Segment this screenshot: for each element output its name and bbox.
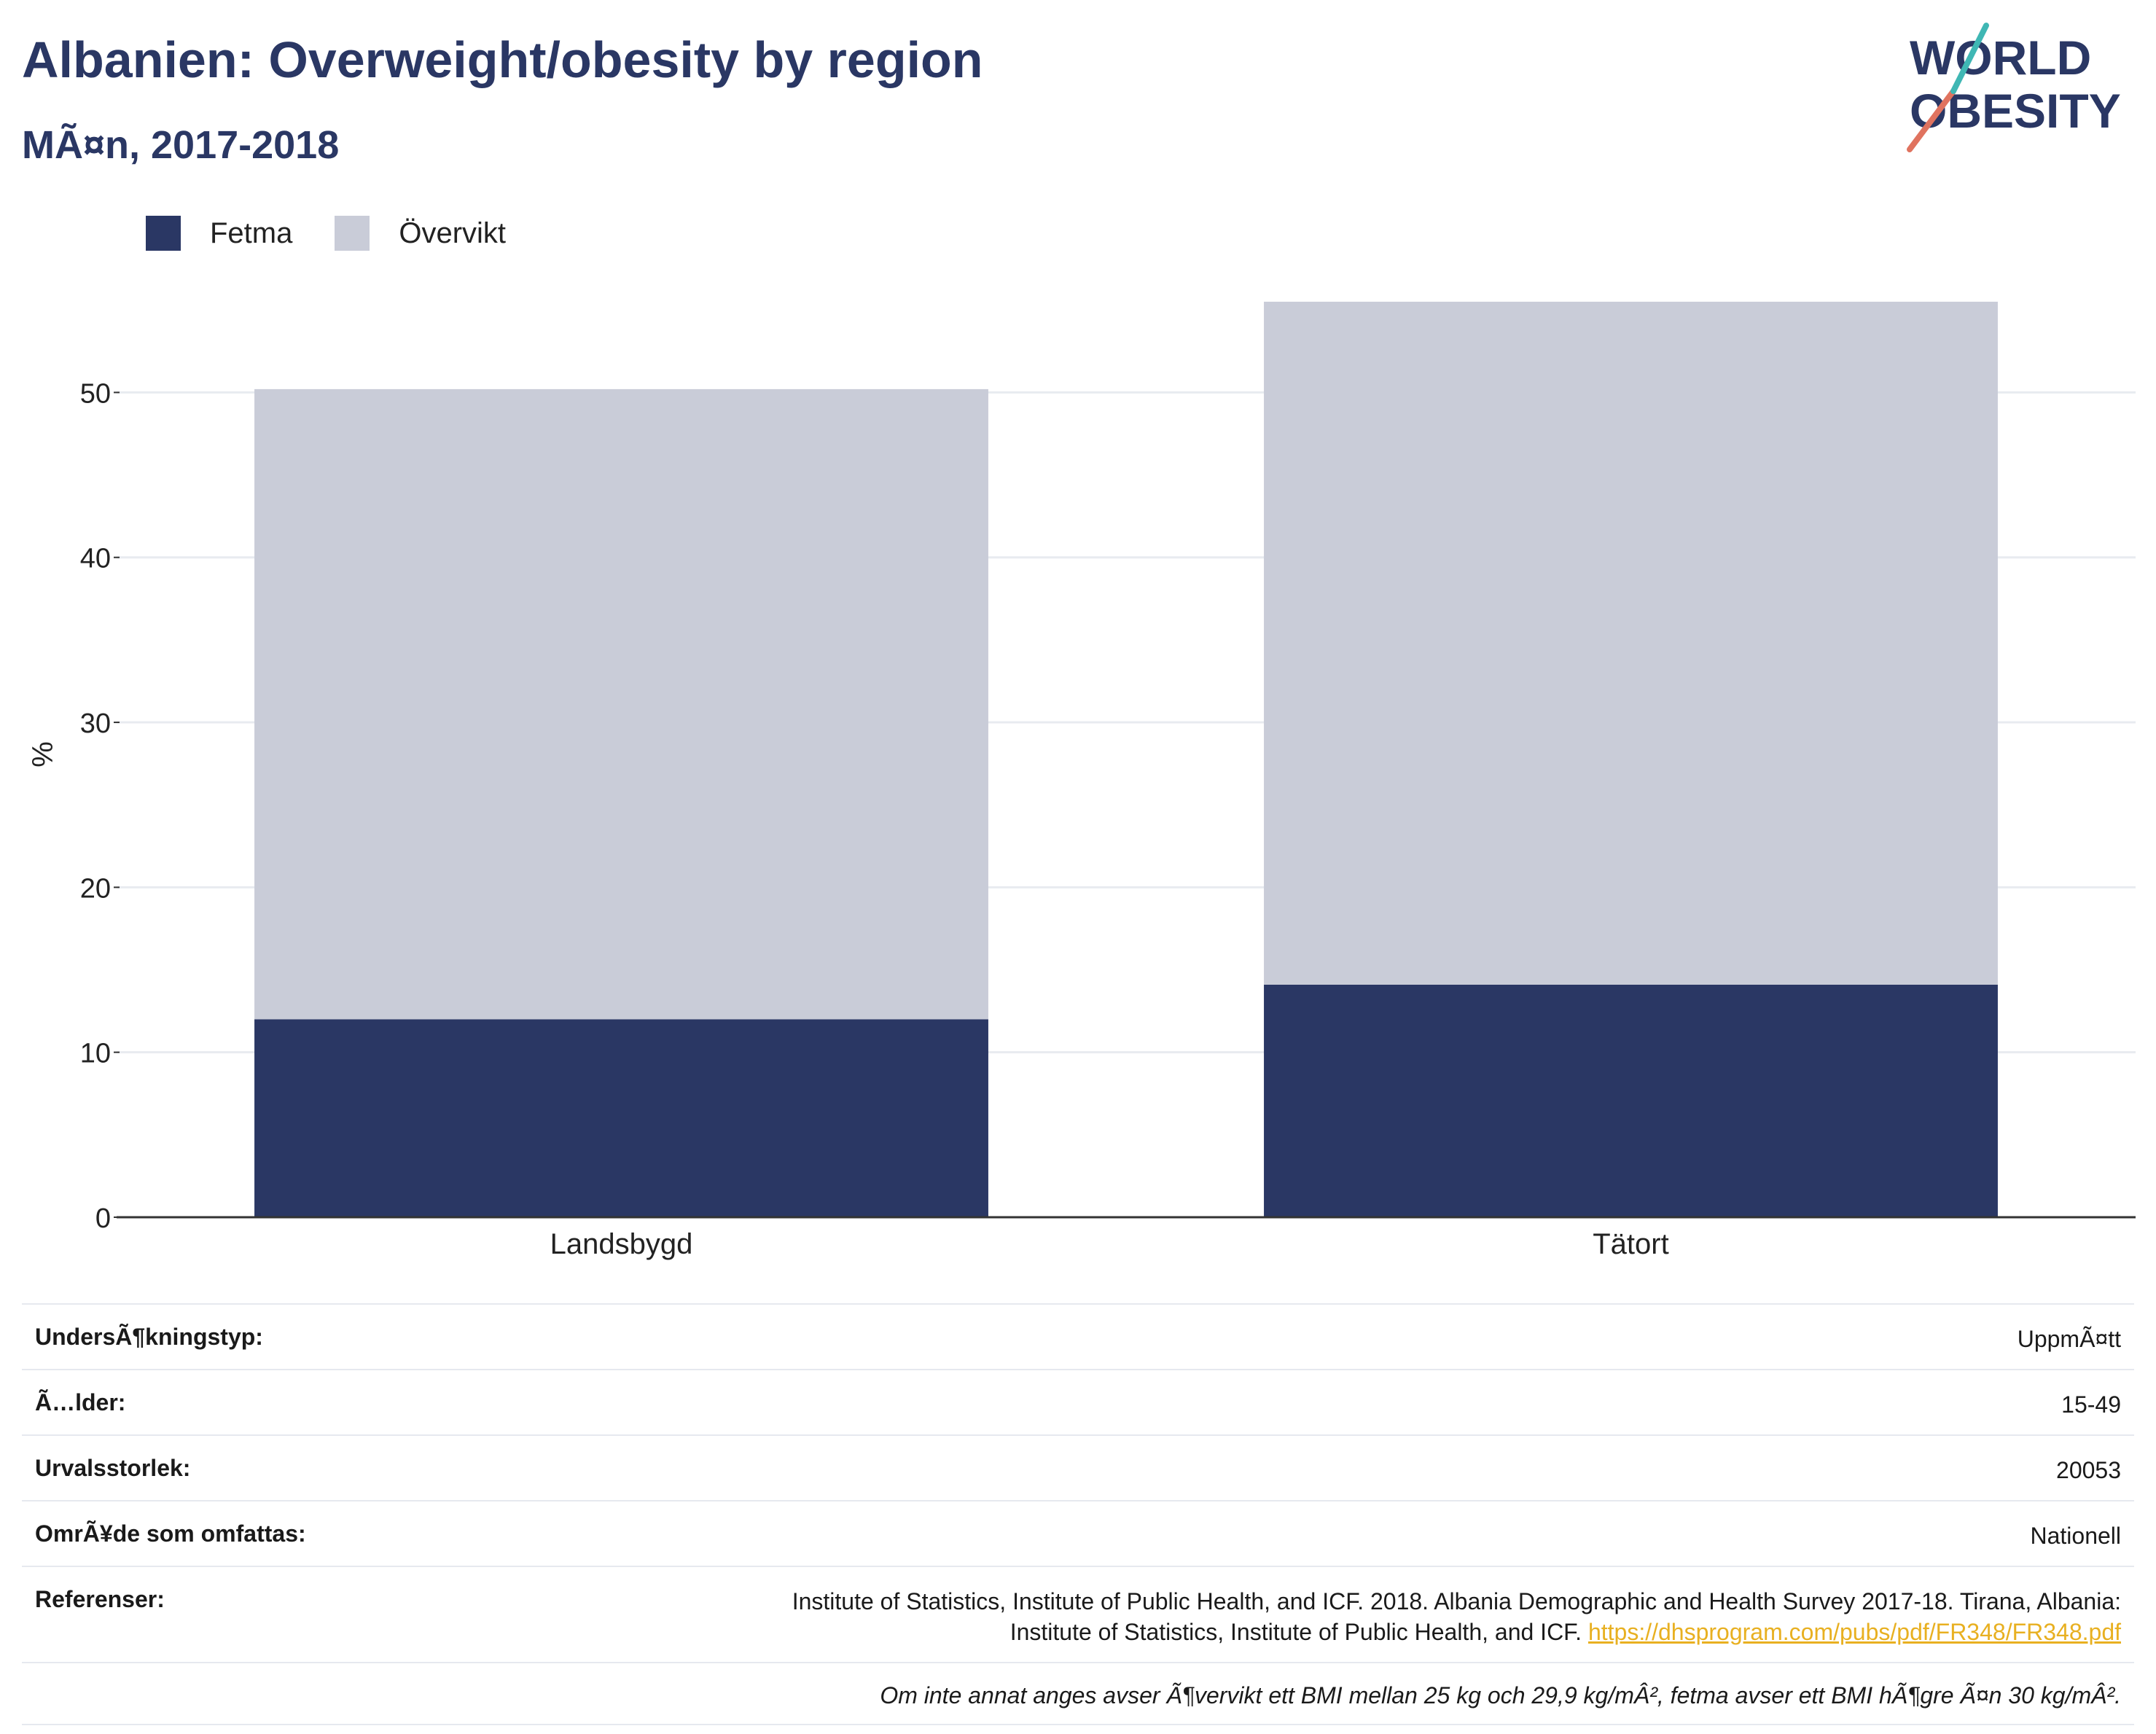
chart-title: Albanien: Overweight/obesity by region — [22, 31, 983, 88]
info-value: UppmÃ¤tt — [2017, 1326, 2121, 1352]
info-label: UndersÃ¶kningstyp: — [35, 1324, 263, 1350]
info-row-area: OmrÃ¥de som omfattas: Nationell — [22, 1500, 2134, 1566]
info-label: Urvalsstorlek: — [35, 1455, 191, 1481]
y-tick-label: 0 — [95, 1203, 111, 1234]
info-row-survey-type: UndersÃ¶kningstyp: UppmÃ¤tt — [22, 1303, 2134, 1369]
info-value: Nationell — [2030, 1523, 2121, 1549]
info-row-note: Om inte annat anges avser Ã¶vervikt ett … — [22, 1662, 2134, 1725]
bar-overvikt — [254, 388, 988, 1020]
x-tick-label: Landsbygd — [550, 1228, 693, 1260]
y-tick-label: 50 — [80, 378, 111, 409]
y-tick-label: 30 — [80, 708, 111, 739]
legend-label-overvikt: Övervikt — [399, 216, 507, 249]
world-obesity-logo: WORLD OBESITY — [1907, 23, 2121, 152]
stacked-bar-chart: 0 10 20 30 40 50% Landsbygd Tätort — [27, 301, 2136, 1260]
legend-item-fetma[interactable]: Fetma — [146, 216, 292, 251]
y-tick-label: 20 — [80, 873, 111, 904]
references-text: Institute of Statistics, Institute of Pu… — [792, 1586, 2121, 1647]
info-row-age: Ã…lder: 15-49 — [22, 1369, 2134, 1434]
logo-line1: WORLD — [1910, 31, 2091, 85]
references-link[interactable]: https://dhsprogram.com/pubs/pdf/FR348/FR… — [1587, 1619, 2121, 1645]
y-tick-label: 40 — [80, 544, 111, 574]
info-row-references: Referenser: Institute of Statistics, Ins… — [22, 1566, 2134, 1662]
references-line2: Institute of Statistics, Institute of Pu… — [1009, 1619, 1588, 1645]
info-row-sample-size: Urvalsstorlek: 20053 — [22, 1434, 2134, 1500]
info-table: UndersÃ¶kningstyp: UppmÃ¤tt Ã…lder: 15-4… — [22, 1303, 2134, 1725]
definition-note: Om inte annat anges avser Ã¶vervikt ett … — [880, 1682, 2121, 1708]
chart-legend: Fetma Övervikt — [146, 216, 548, 251]
legend-item-overvikt[interactable]: Övervikt — [335, 216, 506, 251]
info-label: Referenser: — [35, 1586, 165, 1612]
legend-swatch-fetma — [146, 216, 181, 251]
y-axis-label: % — [27, 741, 59, 768]
info-value: 20053 — [2056, 1457, 2121, 1483]
y-tick-label: 10 — [80, 1039, 111, 1069]
x-tick-label: Tätort — [1593, 1228, 1668, 1260]
references-line1: Institute of Statistics, Institute of Pu… — [792, 1588, 2121, 1614]
logo-line2: OBESITY — [1910, 84, 2121, 138]
bar-fetma — [254, 1019, 988, 1217]
info-value: 15-49 — [2061, 1391, 2121, 1418]
bar-fetma — [1264, 984, 1998, 1217]
chart-subtitle: MÃ¤n, 2017-2018 — [22, 123, 340, 167]
bar-overvikt — [1264, 301, 1998, 985]
info-label: OmrÃ¥de som omfattas: — [35, 1520, 306, 1547]
legend-swatch-overvikt — [335, 216, 370, 251]
info-label: Ã…lder: — [35, 1389, 126, 1415]
legend-label-fetma: Fetma — [210, 216, 293, 249]
